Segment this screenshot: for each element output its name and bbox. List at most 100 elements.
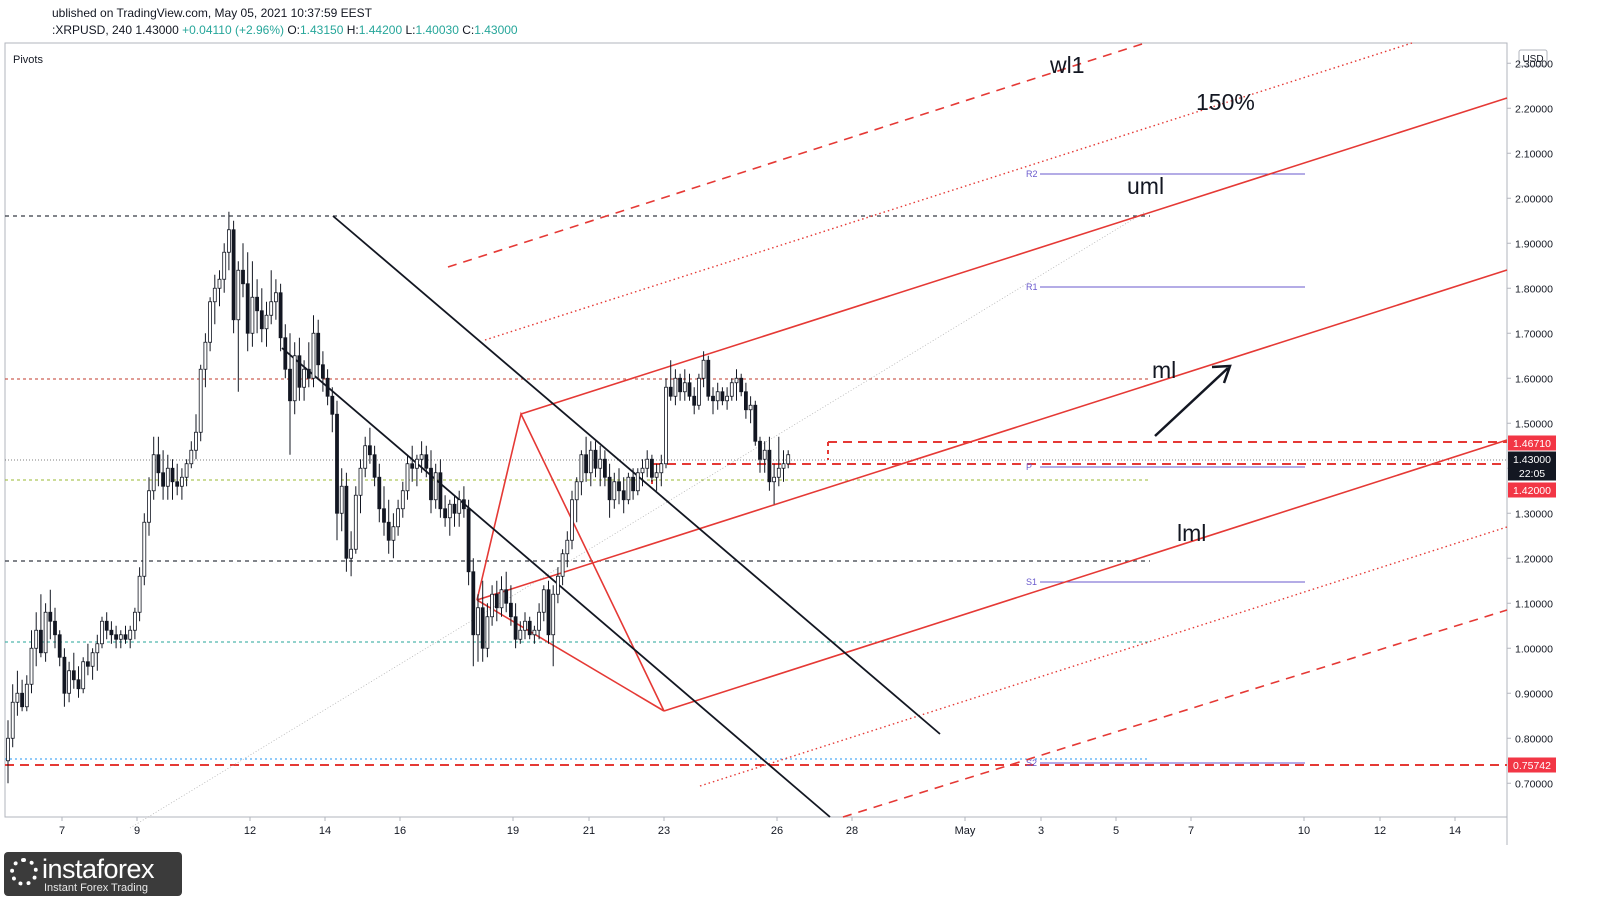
candle[interactable] bbox=[6, 720, 10, 784]
candle[interactable] bbox=[452, 495, 457, 527]
candle[interactable] bbox=[184, 459, 189, 487]
candle[interactable] bbox=[490, 585, 495, 626]
candle[interactable] bbox=[118, 630, 123, 649]
candle[interactable] bbox=[114, 625, 118, 649]
candle[interactable] bbox=[10, 684, 15, 748]
candle[interactable] bbox=[541, 585, 546, 622]
candle[interactable] bbox=[344, 472, 349, 572]
candle[interactable] bbox=[151, 436, 156, 500]
candle[interactable] bbox=[729, 378, 734, 401]
candle[interactable] bbox=[264, 301, 269, 347]
candle[interactable] bbox=[659, 454, 664, 487]
candle[interactable] bbox=[551, 585, 556, 667]
candle[interactable] bbox=[419, 441, 424, 473]
candle[interactable] bbox=[772, 463, 776, 505]
candle[interactable] bbox=[128, 625, 133, 649]
candle[interactable] bbox=[556, 567, 560, 604]
candle[interactable] bbox=[335, 400, 339, 541]
candle[interactable] bbox=[86, 643, 90, 676]
candle[interactable] bbox=[273, 279, 278, 320]
candle[interactable] bbox=[546, 580, 551, 644]
candle[interactable] bbox=[179, 468, 184, 500]
candle[interactable] bbox=[198, 364, 203, 442]
candle[interactable] bbox=[367, 427, 372, 464]
candle[interactable] bbox=[701, 351, 706, 388]
candle[interactable] bbox=[297, 337, 302, 401]
currency-box[interactable] bbox=[1518, 49, 1548, 67]
candle[interactable] bbox=[53, 607, 57, 649]
candle[interactable] bbox=[95, 634, 100, 671]
candle[interactable] bbox=[508, 585, 513, 626]
candle[interactable] bbox=[461, 486, 466, 518]
price-axis[interactable]: 0.70000 0.80000 0.90000 1.00000 1.10000 1.200… bbox=[1507, 58, 1553, 790]
candle[interactable] bbox=[504, 571, 509, 613]
candle[interactable] bbox=[245, 252, 250, 352]
candle[interactable] bbox=[137, 567, 142, 622]
candle[interactable] bbox=[593, 441, 598, 478]
candle[interactable] bbox=[405, 454, 410, 500]
candle[interactable] bbox=[306, 342, 311, 388]
candle[interactable] bbox=[90, 648, 95, 680]
candle[interactable] bbox=[43, 603, 48, 662]
candle[interactable] bbox=[325, 369, 330, 406]
candle[interactable] bbox=[692, 387, 697, 415]
candles[interactable] bbox=[6, 211, 791, 784]
candle[interactable] bbox=[513, 603, 518, 649]
candle[interactable] bbox=[758, 436, 762, 473]
candle[interactable] bbox=[241, 243, 245, 298]
candle[interactable] bbox=[339, 468, 344, 532]
candle[interactable] bbox=[527, 616, 532, 640]
candle[interactable] bbox=[414, 454, 419, 487]
candle[interactable] bbox=[466, 499, 471, 586]
candle[interactable] bbox=[574, 477, 579, 523]
candle[interactable] bbox=[39, 594, 43, 658]
candle[interactable] bbox=[226, 211, 231, 271]
candle[interactable] bbox=[781, 450, 786, 482]
candle[interactable] bbox=[744, 382, 748, 419]
candle[interactable] bbox=[607, 463, 612, 518]
candle[interactable] bbox=[222, 243, 227, 293]
candle[interactable] bbox=[372, 445, 377, 487]
candle[interactable] bbox=[132, 607, 137, 640]
candle[interactable] bbox=[631, 468, 635, 500]
candle[interactable] bbox=[668, 360, 673, 401]
candle[interactable] bbox=[358, 459, 363, 514]
candle[interactable] bbox=[654, 463, 659, 491]
candle[interactable] bbox=[203, 333, 208, 388]
candle[interactable] bbox=[156, 436, 161, 487]
candle[interactable] bbox=[48, 589, 53, 640]
candle[interactable] bbox=[259, 288, 264, 343]
candle[interactable] bbox=[165, 454, 170, 500]
candle[interactable] bbox=[236, 261, 241, 392]
candle[interactable] bbox=[320, 351, 325, 392]
candle[interactable] bbox=[673, 369, 678, 406]
candle[interactable] bbox=[476, 594, 480, 662]
candle[interactable] bbox=[786, 450, 791, 469]
candle[interactable] bbox=[142, 513, 147, 586]
candle[interactable] bbox=[302, 360, 307, 401]
candle[interactable] bbox=[715, 382, 720, 410]
candle[interactable] bbox=[109, 621, 114, 644]
candle[interactable] bbox=[29, 630, 34, 694]
candle[interactable] bbox=[579, 450, 584, 496]
candle[interactable] bbox=[603, 450, 607, 487]
candle[interactable] bbox=[278, 283, 283, 352]
candle[interactable] bbox=[255, 279, 260, 334]
candle[interactable] bbox=[560, 549, 565, 586]
candle[interactable] bbox=[81, 657, 86, 694]
candle[interactable] bbox=[640, 459, 645, 487]
candle[interactable] bbox=[697, 373, 701, 410]
candle[interactable] bbox=[664, 378, 668, 469]
candle[interactable] bbox=[682, 369, 687, 401]
candle[interactable] bbox=[635, 468, 640, 496]
candle[interactable] bbox=[400, 481, 405, 518]
candle[interactable] bbox=[396, 499, 401, 536]
candle[interactable] bbox=[725, 387, 729, 410]
candle[interactable] bbox=[24, 675, 29, 712]
candle[interactable] bbox=[485, 603, 490, 658]
candle[interactable] bbox=[349, 531, 354, 577]
candle[interactable] bbox=[612, 472, 617, 509]
candle[interactable] bbox=[363, 436, 368, 478]
candle[interactable] bbox=[100, 616, 104, 649]
